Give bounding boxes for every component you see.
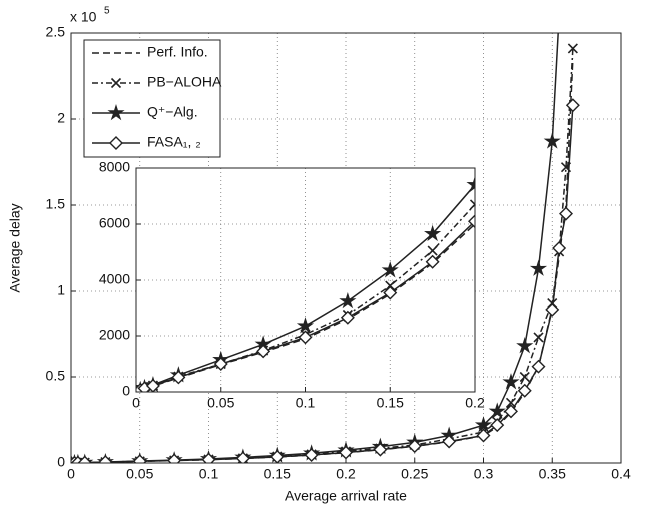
marker-diamond <box>504 404 518 419</box>
marker-star <box>552 9 565 22</box>
marker-diamond <box>201 452 216 463</box>
y-tick-label: 2000 <box>99 327 130 343</box>
x-tick-label: 0.05 <box>207 395 234 411</box>
marker-star <box>466 175 475 193</box>
x-tick-label: 0 <box>132 395 140 411</box>
marker-star <box>529 259 548 276</box>
y-tick-label: 2.5 <box>46 24 66 40</box>
x-tick-label: 0 <box>67 466 75 482</box>
marker-diamond <box>425 254 440 269</box>
y-tick-label: 8000 <box>99 159 130 175</box>
marker-star <box>474 416 493 433</box>
marker-star <box>339 291 357 309</box>
y-tick-label: 6000 <box>99 215 130 231</box>
marker-diamond <box>171 370 186 385</box>
marker-diamond <box>213 357 228 371</box>
marker-diamond <box>552 241 567 255</box>
marker-x <box>427 245 438 256</box>
marker-diamond <box>98 455 113 463</box>
y-tick-label: 0 <box>122 383 130 399</box>
marker-diamond <box>298 330 313 345</box>
marker-diamond <box>109 136 123 150</box>
marker-diamond <box>545 302 560 317</box>
x-axis-label: Average arrival rate <box>285 488 407 504</box>
x-tick-label: 0.25 <box>401 466 428 482</box>
x-tick-label: 0.1 <box>296 395 316 411</box>
marker-diamond <box>531 359 546 374</box>
marker-star <box>107 103 125 121</box>
marker-diamond <box>490 418 505 433</box>
marker-x <box>598 0 607 5</box>
y-tick-label: 2 <box>57 110 65 126</box>
legend-label: PB−ALOHA <box>147 74 222 90</box>
y-tick-label: 0 <box>57 454 65 470</box>
main-series <box>71 9 580 463</box>
x-tick-label: 0.15 <box>377 395 404 411</box>
x-tick-label: 0.2 <box>465 395 485 411</box>
x-tick-label: 0.4 <box>611 466 631 482</box>
marker-diamond <box>383 285 398 300</box>
marker-star <box>381 261 399 278</box>
inset-frame <box>135 167 476 393</box>
x-tick-label: 0.2 <box>336 466 356 482</box>
marker-diamond <box>476 428 491 443</box>
marker-diamond <box>339 445 353 460</box>
y-multiplier: x 10 <box>70 9 97 25</box>
inset-series <box>136 0 607 392</box>
y-tick-label: 0.5 <box>46 368 66 384</box>
x-tick-label: 0.15 <box>264 466 291 482</box>
y-multiplier-exponent: 5 <box>104 6 110 17</box>
marker-diamond <box>468 214 475 229</box>
marker-diamond <box>304 448 319 462</box>
marker-diamond <box>373 442 388 457</box>
legend-box <box>83 39 221 158</box>
x-tick-label: 0.3 <box>474 466 494 482</box>
marker-diamond <box>407 439 422 454</box>
marker-x <box>567 43 578 54</box>
marker-diamond <box>517 383 532 398</box>
series-line <box>136 183 475 392</box>
plot-frame <box>70 32 622 464</box>
legend-label: FASA₁, ₂ <box>147 134 201 150</box>
marker-star <box>543 132 561 149</box>
x-tick-label: 0.1 <box>199 466 219 482</box>
marker-diamond <box>77 455 92 463</box>
x-tick-label: 0.05 <box>126 466 153 482</box>
marker-star <box>488 402 506 419</box>
y-tick-label: 1.5 <box>46 196 66 212</box>
marker-diamond <box>340 310 355 325</box>
marker-diamond <box>132 454 147 463</box>
legend-label: Q⁺−Alg. <box>147 104 198 120</box>
marker-x <box>110 77 122 89</box>
marker-star <box>296 317 315 334</box>
marker-diamond <box>167 453 182 463</box>
marker-diamond <box>559 206 573 221</box>
marker-star <box>516 337 534 354</box>
marker-x <box>385 280 396 291</box>
marker-diamond <box>565 98 580 113</box>
x-tick-label: 0.35 <box>539 466 566 482</box>
marker-x <box>519 371 530 383</box>
marker-x <box>533 332 544 343</box>
y-axis-label: Average delay <box>7 203 23 292</box>
legend-label: Perf. Info. <box>147 44 208 60</box>
marker-star <box>502 373 520 390</box>
marker-star <box>424 224 442 242</box>
marker-diamond <box>235 451 250 463</box>
marker-diamond <box>256 344 271 359</box>
y-tick-label: 1 <box>57 282 65 298</box>
marker-x <box>469 199 475 210</box>
marker-diamond <box>442 434 457 449</box>
y-tick-label: 4000 <box>99 271 130 287</box>
